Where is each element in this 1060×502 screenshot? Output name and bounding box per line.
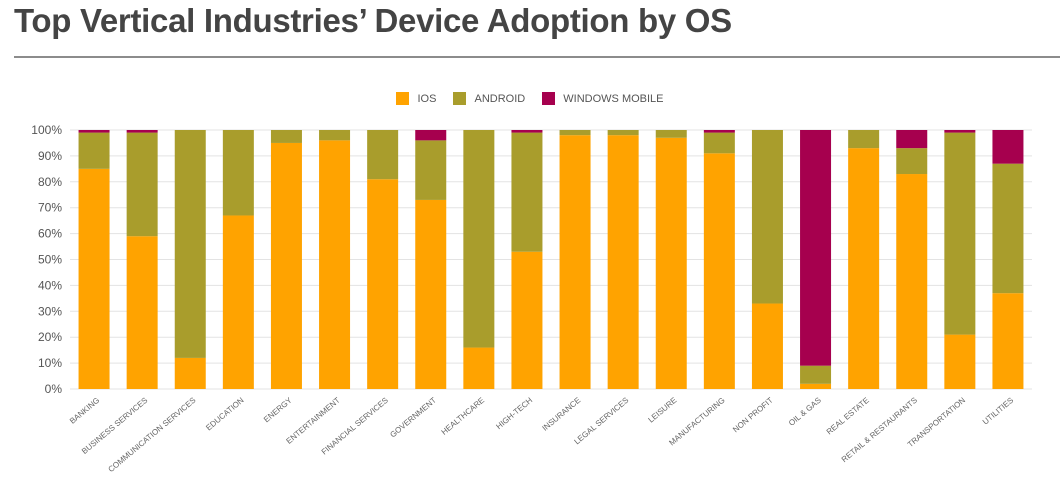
y-tick-label: 40% xyxy=(38,278,62,292)
bar-segment-android xyxy=(415,140,447,200)
bar-segment-ios xyxy=(319,140,351,389)
x-tick-label: GOVERNMENT xyxy=(388,396,438,440)
bar-segment-ios xyxy=(944,334,976,389)
bar-segment-android xyxy=(126,132,158,237)
legend-item-android: ANDROID xyxy=(453,92,525,105)
legend: IOS ANDROID WINDOWS MOBILE xyxy=(0,92,1060,108)
bar-segment-ios xyxy=(992,293,1024,389)
bar-segment-ios xyxy=(367,179,399,389)
bar-segment-android xyxy=(222,130,254,216)
bar-segment-android xyxy=(270,130,302,143)
x-tick-label: ENERGY xyxy=(262,395,294,424)
y-tick-label: 90% xyxy=(38,149,62,163)
bar-segment-ios xyxy=(78,168,110,389)
x-tick-label: INSURANCE xyxy=(540,396,582,433)
bar-segment-ios xyxy=(848,148,880,389)
y-tick-label: 50% xyxy=(38,253,62,267)
bar-segment-windows-mobile xyxy=(944,130,976,133)
bar-segment-windows-mobile xyxy=(415,130,447,141)
bar-segment-ios xyxy=(511,251,543,389)
x-tick-label: COMMUNICATION SERVICES xyxy=(107,396,198,474)
x-tick-label: UTILITIES xyxy=(981,396,1015,427)
legend-label-ios: IOS xyxy=(417,92,437,105)
bar-segment-ios xyxy=(751,303,783,389)
legend-swatch-ios xyxy=(396,92,410,105)
x-tick-label: HEALTHCARE xyxy=(440,396,487,437)
bar-segment-ios xyxy=(559,135,591,389)
y-tick-label: 0% xyxy=(45,382,63,396)
bar-segment-android xyxy=(511,132,543,252)
bar-segment-ios xyxy=(703,153,735,389)
bar-segment-windows-mobile xyxy=(896,130,928,149)
x-tick-label: HIGH-TECH xyxy=(494,396,534,432)
bar-segment-ios xyxy=(415,199,447,389)
bar-segment-ios xyxy=(607,135,639,389)
bar-segment-ios xyxy=(222,215,254,389)
bar-segment-windows-mobile xyxy=(78,130,110,133)
bar-segment-ios xyxy=(126,236,158,389)
x-tick-label: OIL & GAS xyxy=(787,396,823,428)
bar-segment-android xyxy=(463,130,495,348)
bar-segment-android xyxy=(751,130,783,304)
chart-title: Top Vertical Industries’ Device Adoption… xyxy=(14,2,732,39)
bar-segment-android xyxy=(607,130,639,136)
legend-item-windows-mobile: WINDOWS MOBILE xyxy=(542,92,664,105)
bar-segment-android xyxy=(174,130,206,358)
bar-segment-android xyxy=(78,132,110,169)
bar-segment-android xyxy=(848,130,880,149)
legend-label-android: ANDROID xyxy=(474,92,526,105)
bar-segment-android xyxy=(319,130,351,141)
bar-segment-windows-mobile xyxy=(703,130,735,133)
bar-segment-windows-mobile xyxy=(126,130,158,133)
x-tick-label: BANKING xyxy=(68,396,101,426)
bar-segment-windows-mobile xyxy=(511,130,543,133)
legend-label-windows-mobile: WINDOWS MOBILE xyxy=(563,92,664,105)
y-tick-label: 100% xyxy=(31,123,62,137)
bar-segment-ios xyxy=(270,142,302,389)
y-tick-label: 20% xyxy=(38,330,62,344)
bar-segment-ios xyxy=(655,137,687,389)
bar-segment-android xyxy=(896,148,928,175)
legend-swatch-android xyxy=(453,92,467,105)
bar-segment-ios xyxy=(800,383,832,389)
y-tick-label: 70% xyxy=(38,201,62,215)
bar-segment-windows-mobile xyxy=(992,130,1024,164)
x-tick-label: LEISURE xyxy=(647,396,679,425)
bar-segment-ios xyxy=(896,174,928,389)
bar-segment-ios xyxy=(463,347,495,389)
x-tick-label: EDUCATION xyxy=(204,396,246,433)
bar-segment-android xyxy=(703,132,735,154)
bar-segment-android xyxy=(655,130,687,138)
x-tick-label: REAL ESTATE xyxy=(825,396,871,437)
bar-segment-android xyxy=(559,130,591,136)
legend-swatch-windows-mobile xyxy=(542,92,556,105)
y-tick-label: 30% xyxy=(38,304,62,318)
legend-item-ios: IOS xyxy=(396,92,436,105)
y-tick-label: 10% xyxy=(38,356,62,370)
bar-segment-android xyxy=(367,130,399,180)
x-tick-label: NON PROFIT xyxy=(731,396,775,435)
title-divider xyxy=(14,56,1060,58)
bar-segment-android xyxy=(944,132,976,335)
bar-segment-android xyxy=(800,365,832,384)
bar-segment-android xyxy=(992,163,1024,294)
y-tick-label: 80% xyxy=(38,175,62,189)
bar-segment-ios xyxy=(174,357,206,389)
y-tick-label: 60% xyxy=(38,227,62,241)
bar-segment-windows-mobile xyxy=(800,130,832,366)
